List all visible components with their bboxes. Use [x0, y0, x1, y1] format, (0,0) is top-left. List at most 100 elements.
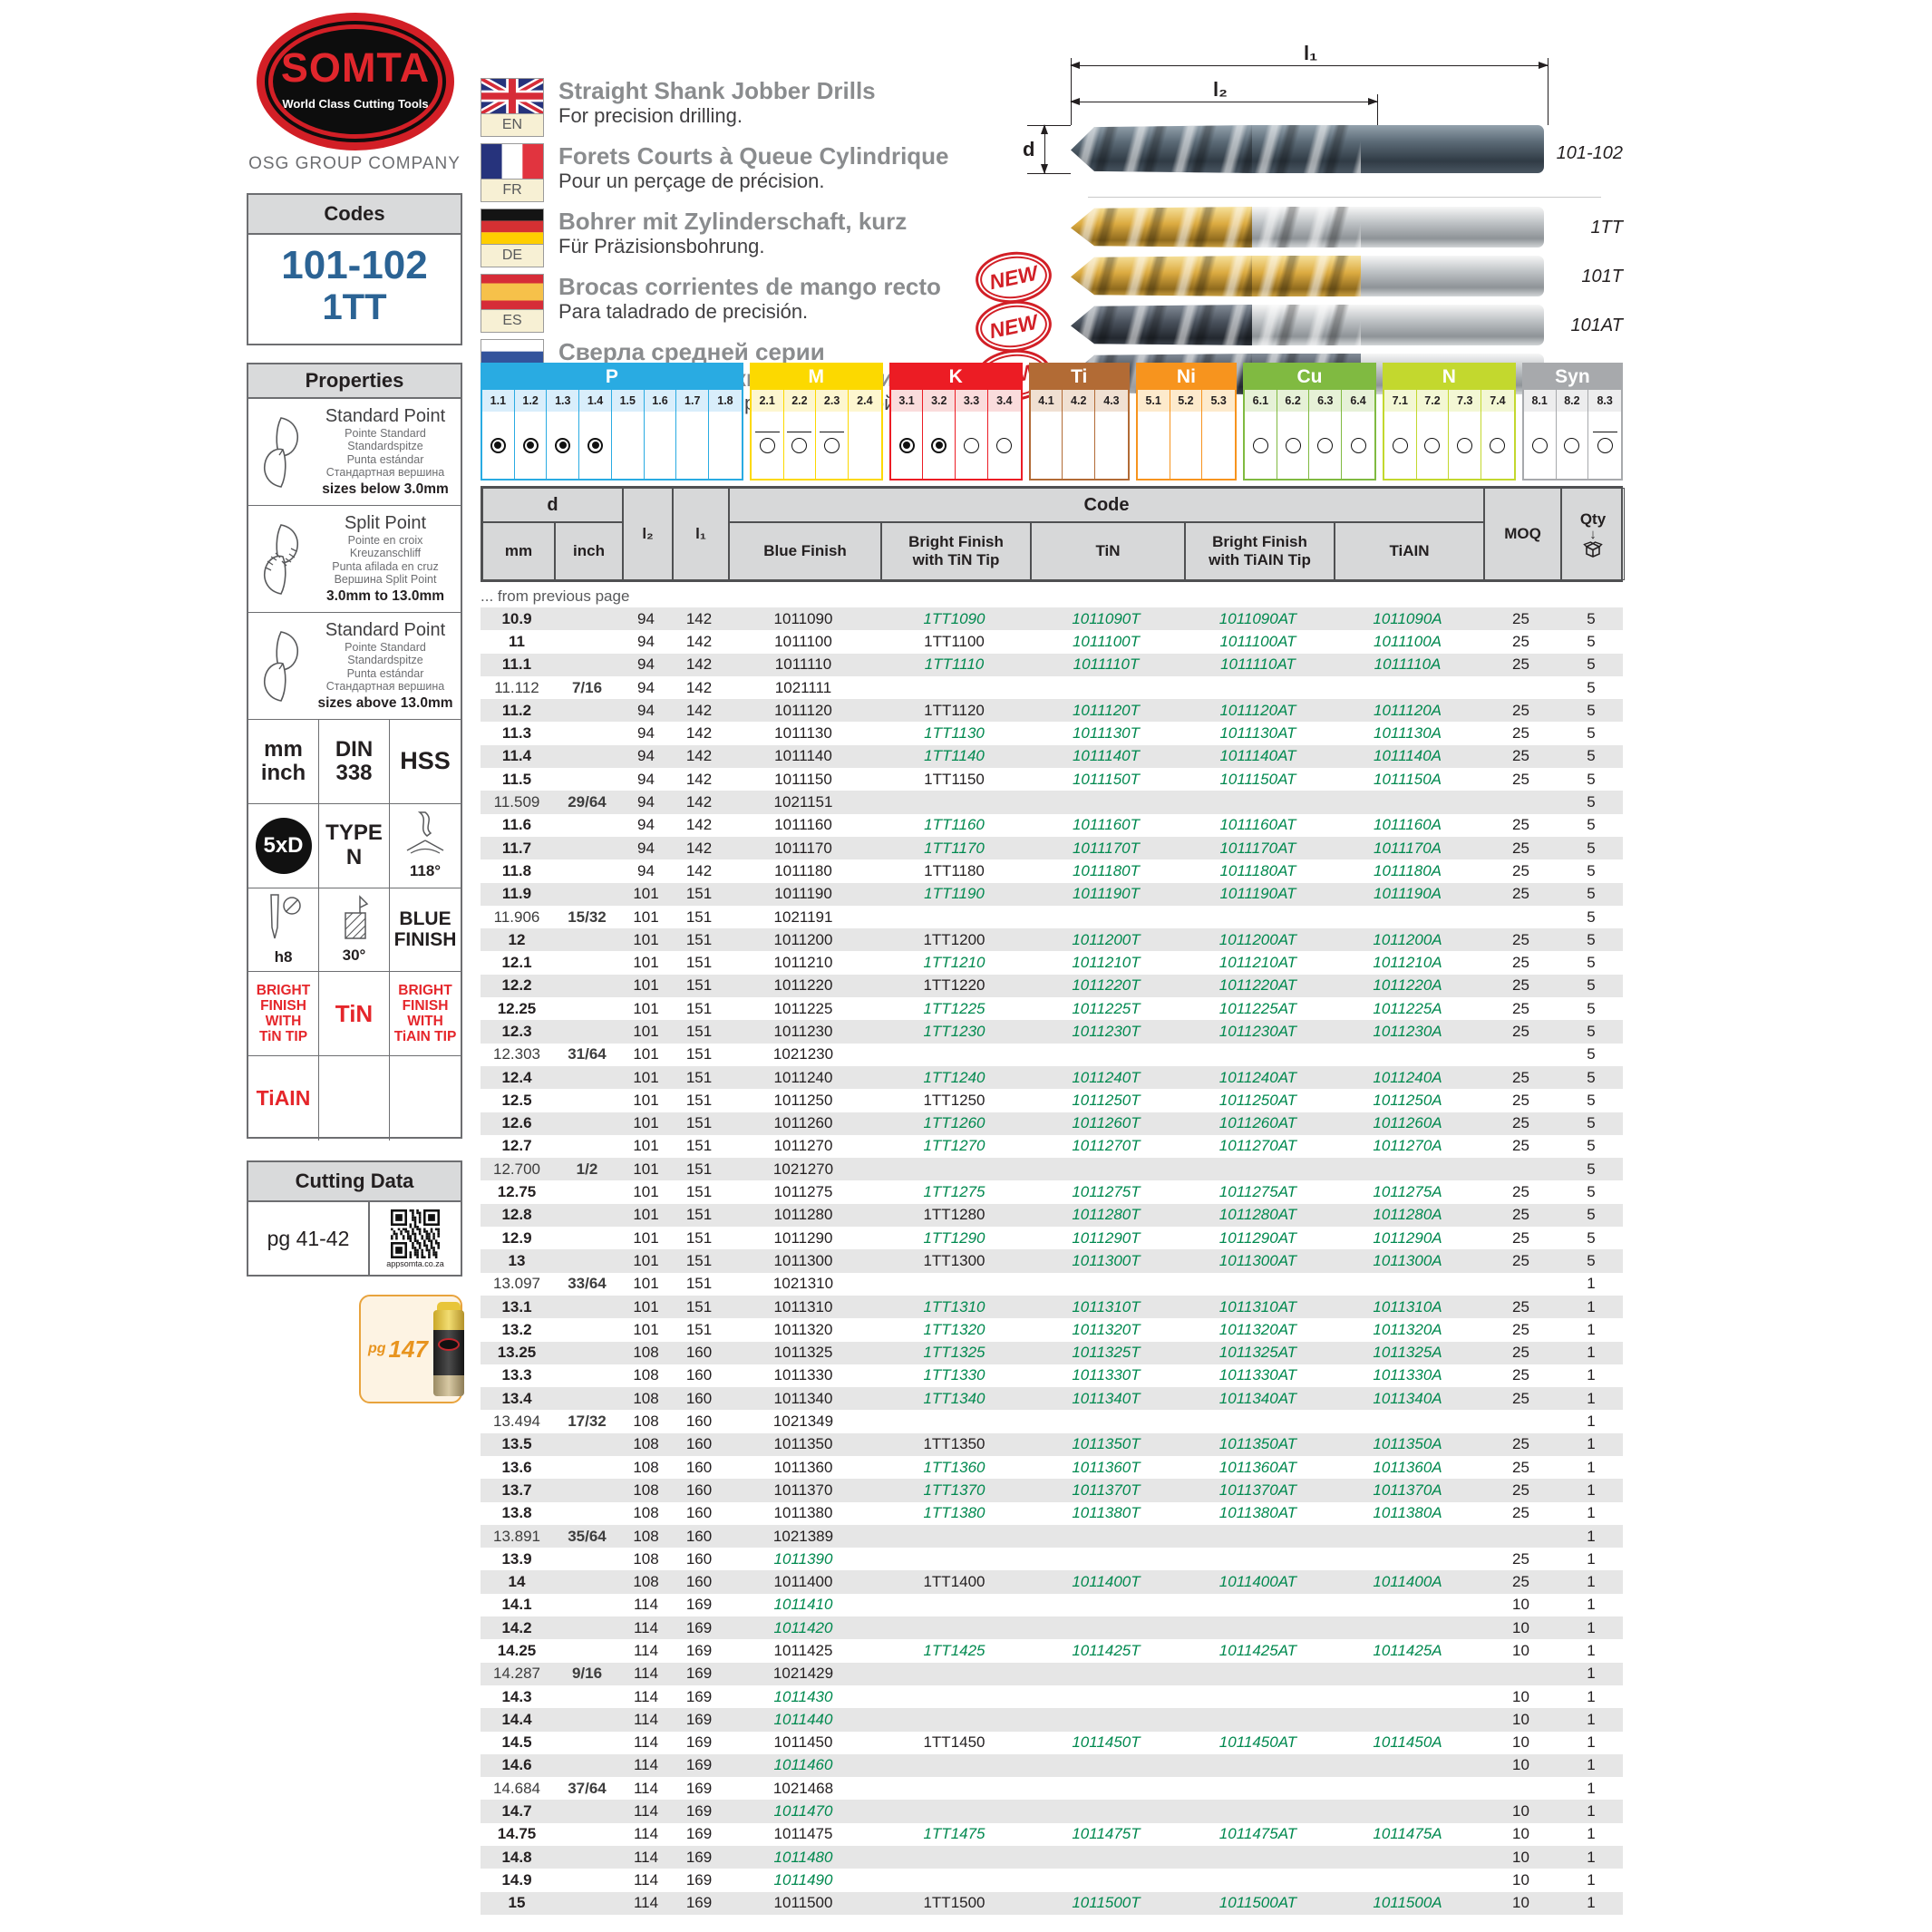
cell-mm: 14.1 [501, 1596, 532, 1614]
material-subrow: 7.1 7.2 7.3 7.4 [1383, 390, 1514, 412]
cell-l2: 94 [637, 724, 655, 743]
cell-tin-code: 1011090T [1072, 609, 1141, 627]
material-group-title: Cu [1245, 364, 1374, 390]
cell-blue-finish: 1011240 [773, 1068, 833, 1086]
new-badge-label: NEW [986, 309, 1040, 343]
property-title: Standard Point [325, 619, 446, 640]
material-cell-number: 5.3 [1210, 394, 1227, 407]
cell-tinat-code: 1011275AT [1218, 1183, 1297, 1201]
cell-l1: 142 [685, 793, 713, 811]
cell-mm: 11.7 [501, 839, 532, 857]
property-size-note: 3.0mm to 13.0mm [325, 588, 445, 605]
30-icon [336, 895, 373, 947]
property-grid-cell: TYPE N [319, 803, 390, 888]
cell-mm: 13.4 [501, 1389, 532, 1407]
cell-qty: 1 [1587, 1848, 1596, 1866]
table-row: 14.75 114 169 1011475 1TT1475 1011475T 1011475… [481, 1823, 1623, 1846]
cell-blue-finish: 1011090 [773, 609, 833, 627]
cell-tialn-code: 1011120A [1374, 701, 1442, 719]
cell-qty: 1 [1587, 1687, 1596, 1705]
cell-tinat-code: 1011140AT [1219, 747, 1296, 765]
somta-logo: SOMTA World Class Cutting Tools [257, 13, 454, 150]
cell-mm: 11 [509, 632, 525, 650]
drill-flute-tip [1071, 125, 1252, 173]
codes-panel-title: Codes [248, 195, 461, 235]
cell-moq: 25 [1512, 724, 1529, 743]
cell-qty: 1 [1587, 1297, 1596, 1316]
cell-l1: 142 [685, 770, 713, 788]
material-cell [1063, 412, 1096, 479]
cell-qty: 1 [1587, 1596, 1596, 1614]
cell-tialn-code: 1011275A [1373, 1183, 1442, 1201]
material-group-ti: Ti 4.1 4.2 4.3 [1028, 363, 1130, 481]
cell-l2: 108 [633, 1344, 659, 1362]
material-cell-number: 7.2 [1417, 390, 1450, 412]
property-grid-cell: BRIGHT FINISH WITH TiAIN TIP [390, 972, 461, 1057]
cell-tinat-code: 1011210AT [1218, 954, 1297, 972]
properties-panel: Properties Standard Point Pointe Standard… [247, 363, 462, 1141]
cell-tin-code: 1011330T [1072, 1366, 1141, 1384]
cell-tinat-code: 1011380AT [1218, 1504, 1297, 1522]
cell-tialn-code: 1011340A [1373, 1389, 1442, 1407]
cell-mm: 12.3 [501, 1022, 532, 1040]
drill-flutes [1252, 125, 1361, 173]
cell-tialn-code: 1011330A [1373, 1366, 1442, 1384]
cell-mm: 13.5 [501, 1435, 532, 1453]
cell-qty: 1 [1587, 1504, 1596, 1522]
cell-tt-code: 1TT1200 [923, 930, 985, 948]
cell-mm: 13.7 [501, 1481, 532, 1499]
cell-l2: 114 [633, 1756, 659, 1774]
cell-qty: 5 [1587, 1068, 1596, 1086]
cell-tinat-code: 1011260AT [1218, 1114, 1297, 1132]
split-point-icon [248, 521, 314, 597]
cell-tin-code: 1011450T [1072, 1733, 1141, 1752]
material-cell [482, 412, 515, 479]
cell-qty: 1 [1587, 1344, 1596, 1362]
cell-qty: 5 [1587, 747, 1596, 765]
radio-filled-icon [490, 437, 506, 453]
material-cell-number: 8.1 [1524, 390, 1557, 412]
cell-l1: 142 [685, 861, 713, 879]
cell-inch: 9/16 [571, 1665, 603, 1683]
cell-blue-finish: 1011210 [773, 954, 833, 972]
cell-moq: 25 [1512, 1091, 1529, 1109]
language-subtitle: For precision drilling. [558, 104, 743, 128]
cell-l1: 169 [685, 1710, 713, 1728]
cell-mm: 11.3 [501, 724, 532, 743]
cell-tinat-code: 1011130AT [1219, 724, 1296, 743]
cell-moq: 25 [1512, 1344, 1529, 1362]
cell-mm: 14.5 [501, 1733, 532, 1752]
cell-l2: 101 [633, 954, 659, 972]
radio-open-icon [1457, 437, 1473, 453]
table-row: 11.5 94 142 1011150 1TT1150 1011150T 1011150AT… [481, 768, 1623, 791]
cell-moq: 25 [1512, 1022, 1529, 1040]
material-cell [816, 412, 849, 479]
table-row: 13.3 108 160 1011330 1TT1330 1011330T 1011330A… [481, 1364, 1623, 1387]
cell-tt-code: 1TT1475 [923, 1825, 985, 1843]
cell-tialn-code: 1011225A [1373, 999, 1442, 1017]
table-row: 14.4 114 169 1011440 10 1 [481, 1708, 1623, 1732]
material-application-chart: P 1.1 1.2 1.3 1.4 1.5 1.6 1.7 1.8 M 2.1 2.2 2.3 2.4 K 3… [481, 363, 1623, 481]
property-grid-cell: BRIGHT FINISH WITH TiN TIP [248, 972, 319, 1057]
cell-moq: 10 [1512, 1894, 1529, 1912]
cell-tt-code: 1TT1300 [923, 1251, 985, 1269]
cell-qty: 1 [1587, 1894, 1596, 1912]
cell-moq: 25 [1512, 976, 1529, 995]
material-cell [784, 412, 817, 479]
cell-moq: 10 [1512, 1825, 1529, 1843]
material-body [1030, 412, 1128, 479]
material-body [1245, 412, 1374, 479]
property-grid-label: WITH [407, 1014, 443, 1030]
cell-l1: 151 [685, 1297, 713, 1316]
cell-blue-finish: 1011390 [773, 1549, 833, 1568]
property-subtitle: Standardspitze [347, 440, 423, 453]
property-subtitle: Pointe Standard [345, 426, 426, 440]
material-cell [579, 412, 612, 479]
cell-blue-finish: 1011280 [773, 1206, 833, 1224]
cell-tt-code: 1TT1230 [923, 1022, 985, 1040]
radio-open-icon [1564, 437, 1580, 453]
drill-image-101-102 [1071, 125, 1544, 173]
dim-d-ref-bottom [1027, 173, 1071, 174]
cell-l2: 101 [633, 1091, 659, 1109]
cell-blue-finish: 1011370 [773, 1481, 833, 1499]
